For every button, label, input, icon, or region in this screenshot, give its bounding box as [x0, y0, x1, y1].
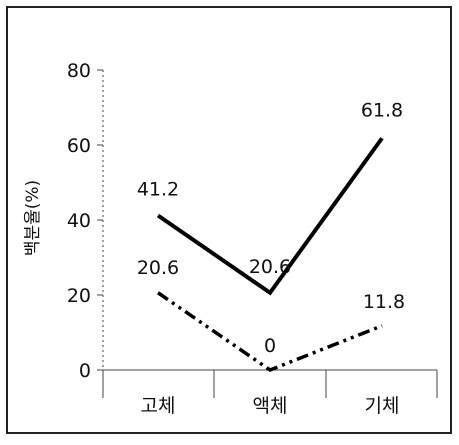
y-tick-label: 20 — [67, 285, 91, 307]
chart-border — [6, 6, 452, 434]
x-tick-label: 기체 — [365, 395, 400, 417]
y-tick-label: 80 — [67, 60, 91, 82]
y-tick-label: 0 — [79, 360, 91, 382]
series-line — [157, 291, 383, 372]
series-line — [156, 137, 384, 296]
x-tick-label: 액체 — [253, 395, 288, 417]
data-label: 20.6 — [249, 256, 291, 278]
series-layer: 41.2 20.6 61.8 20.6 0 11.8 — [137, 99, 405, 372]
data-label: 41.2 — [137, 179, 179, 201]
x-ticks: 고체 액체 기체 — [102, 370, 438, 417]
data-label: 0 — [264, 335, 276, 357]
y-tick-label: 60 — [67, 135, 91, 157]
y-tick-label: 40 — [67, 210, 91, 232]
y-axis-label: 백분율(%) — [23, 180, 43, 256]
x-tick-label: 고체 — [141, 395, 176, 417]
y-ticks: 0 20 40 60 80 — [67, 60, 103, 382]
data-label: 20.6 — [137, 257, 179, 279]
data-label: 11.8 — [363, 291, 405, 313]
data-label: 61.8 — [361, 99, 403, 121]
